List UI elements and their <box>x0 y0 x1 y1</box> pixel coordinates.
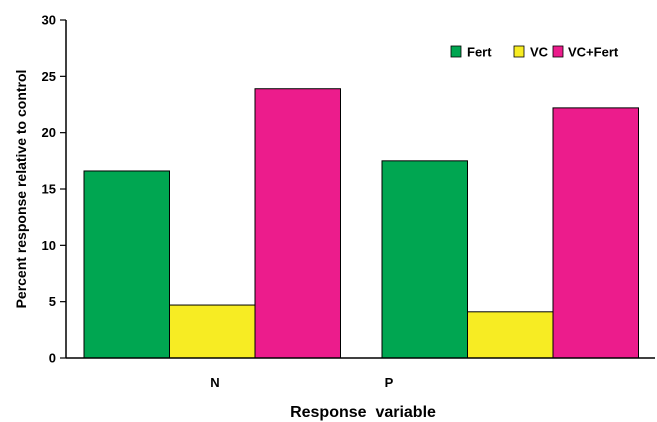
y-tick-label: 20 <box>42 125 56 140</box>
bar-p-vc-fert <box>552 107 639 359</box>
y-tick-label: 25 <box>42 69 56 84</box>
legend-swatch-vc <box>513 45 525 58</box>
legend-label-vc: VC <box>530 45 549 60</box>
legend-label-vc-fert: VC+Fert <box>568 45 619 60</box>
bar-n-vc <box>169 304 256 359</box>
legend-swatch-vc-fert <box>552 45 564 58</box>
bars-group <box>83 88 639 359</box>
y-tick-label: 10 <box>42 238 56 253</box>
legend-swatch-fert <box>450 45 462 58</box>
y-tick-label: 15 <box>42 182 56 197</box>
legend: Fert VC VC+Fert <box>450 45 619 60</box>
bar-n-fert <box>83 170 170 359</box>
y-axis-label: Percent response relative to control <box>13 70 29 309</box>
y-tick-label: 0 <box>49 351 56 366</box>
x-tick-label-p: P <box>385 375 394 390</box>
legend-label-fert: Fert <box>467 45 492 60</box>
x-axis-label: Response variable <box>290 404 436 421</box>
bar-p-fert <box>381 160 468 359</box>
bar-p-vc <box>467 311 554 359</box>
y-tick-label: 5 <box>49 294 56 309</box>
x-tick-label-n: N <box>210 375 219 390</box>
bar-n-vc-fert <box>254 88 341 359</box>
y-ticks-group: 0 5 10 15 20 25 30 <box>42 13 66 366</box>
y-tick-label: 30 <box>42 13 56 28</box>
